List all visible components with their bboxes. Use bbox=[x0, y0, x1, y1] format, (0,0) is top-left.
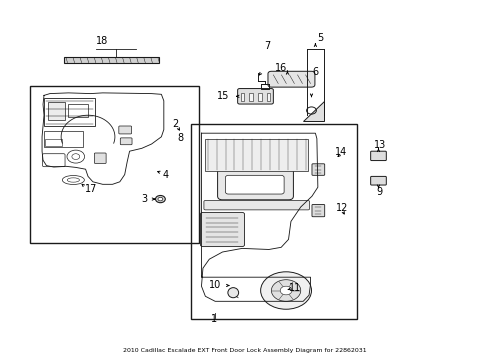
FancyBboxPatch shape bbox=[94, 153, 106, 163]
Text: 2010 Cadillac Escalade EXT Front Door Lock Assembly Diagram for 22862031: 2010 Cadillac Escalade EXT Front Door Lo… bbox=[122, 348, 366, 353]
FancyBboxPatch shape bbox=[225, 175, 284, 194]
Bar bbox=[63, 57, 159, 63]
Text: 13: 13 bbox=[373, 140, 386, 150]
Text: 16: 16 bbox=[274, 63, 287, 73]
Circle shape bbox=[280, 286, 291, 295]
FancyBboxPatch shape bbox=[370, 151, 386, 161]
FancyBboxPatch shape bbox=[119, 126, 131, 134]
FancyBboxPatch shape bbox=[267, 71, 314, 87]
Bar bbox=[257, 93, 261, 101]
Bar bbox=[249, 93, 253, 101]
Text: 5: 5 bbox=[317, 33, 323, 43]
FancyBboxPatch shape bbox=[200, 212, 244, 247]
FancyBboxPatch shape bbox=[203, 201, 309, 210]
FancyBboxPatch shape bbox=[217, 167, 293, 200]
Text: 1: 1 bbox=[211, 314, 217, 324]
Bar bbox=[30, 86, 199, 243]
Text: 10: 10 bbox=[208, 280, 221, 291]
Text: 2: 2 bbox=[172, 119, 178, 129]
Bar bbox=[44, 131, 83, 147]
Text: 12: 12 bbox=[335, 203, 348, 213]
Text: 15: 15 bbox=[216, 91, 228, 102]
Bar bbox=[45, 139, 62, 146]
Bar bbox=[68, 104, 88, 117]
FancyBboxPatch shape bbox=[311, 164, 324, 175]
Circle shape bbox=[260, 272, 311, 309]
Ellipse shape bbox=[227, 288, 238, 298]
Bar bbox=[240, 93, 244, 101]
Text: 9: 9 bbox=[375, 187, 381, 197]
Text: 3: 3 bbox=[141, 194, 147, 204]
Circle shape bbox=[158, 197, 163, 201]
Text: 11: 11 bbox=[288, 283, 301, 293]
Circle shape bbox=[271, 280, 300, 301]
FancyBboxPatch shape bbox=[311, 204, 324, 217]
FancyBboxPatch shape bbox=[237, 89, 273, 104]
Bar bbox=[190, 124, 356, 319]
Bar bbox=[266, 93, 270, 101]
Text: 14: 14 bbox=[334, 147, 346, 157]
Text: 18: 18 bbox=[95, 36, 108, 46]
Polygon shape bbox=[303, 101, 324, 121]
Text: 7: 7 bbox=[264, 41, 269, 51]
FancyBboxPatch shape bbox=[120, 138, 132, 145]
Text: 8: 8 bbox=[177, 132, 183, 143]
Text: 17: 17 bbox=[85, 184, 98, 194]
FancyBboxPatch shape bbox=[370, 176, 386, 185]
Text: 4: 4 bbox=[162, 170, 168, 180]
Circle shape bbox=[155, 195, 165, 203]
Bar bbox=[48, 102, 65, 120]
Text: 6: 6 bbox=[312, 67, 318, 77]
Bar bbox=[44, 98, 95, 126]
Bar bbox=[205, 139, 307, 171]
